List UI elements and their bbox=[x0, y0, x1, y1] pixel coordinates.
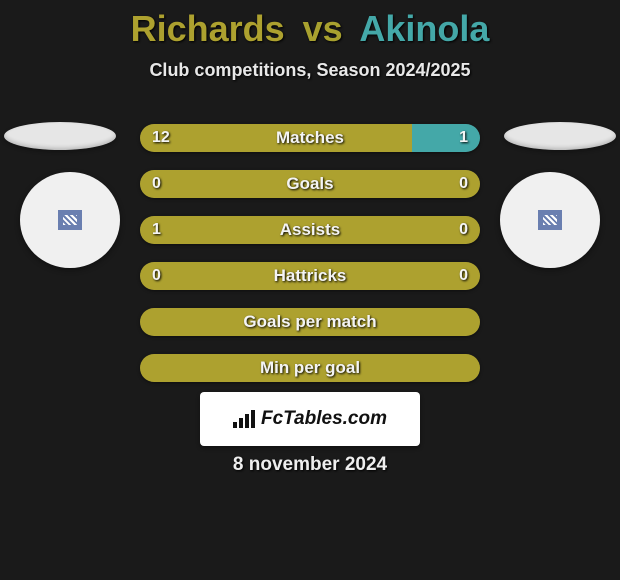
stat-bar: 121Matches bbox=[140, 124, 480, 152]
stat-bar: 00Hattricks bbox=[140, 262, 480, 290]
date-text: 8 november 2024 bbox=[0, 454, 620, 476]
player1-name: Richards bbox=[131, 8, 285, 49]
club-badge-icon bbox=[58, 210, 82, 230]
stat-label: Min per goal bbox=[140, 354, 480, 382]
subtitle: Club competitions, Season 2024/2025 bbox=[0, 60, 620, 81]
source-text: FcTables.com bbox=[261, 408, 387, 430]
player2-name: Akinola bbox=[359, 8, 489, 49]
player1-photo-placeholder bbox=[4, 122, 116, 150]
source-badge: FcTables.com bbox=[200, 392, 420, 446]
club-badge-icon bbox=[538, 210, 562, 230]
stat-bar: 00Goals bbox=[140, 170, 480, 198]
chart-icon bbox=[233, 410, 255, 428]
comparison-title: Richards vs Akinola bbox=[0, 0, 620, 50]
stat-bar: 10Assists bbox=[140, 216, 480, 244]
stat-bar: Min per goal bbox=[140, 354, 480, 382]
stat-label: Assists bbox=[140, 216, 480, 244]
stat-label: Hattricks bbox=[140, 262, 480, 290]
vs-text: vs bbox=[303, 8, 343, 49]
stat-bar: Goals per match bbox=[140, 308, 480, 336]
stat-label: Goals per match bbox=[140, 308, 480, 336]
player2-club-badge bbox=[500, 172, 600, 268]
stat-label: Matches bbox=[140, 124, 480, 152]
player1-club-badge bbox=[20, 172, 120, 268]
comparison-bars: 121Matches 00Goals 10Assists 00Hattricks Goa… bbox=[140, 124, 480, 400]
player2-photo-placeholder bbox=[504, 122, 616, 150]
stat-label: Goals bbox=[140, 170, 480, 198]
